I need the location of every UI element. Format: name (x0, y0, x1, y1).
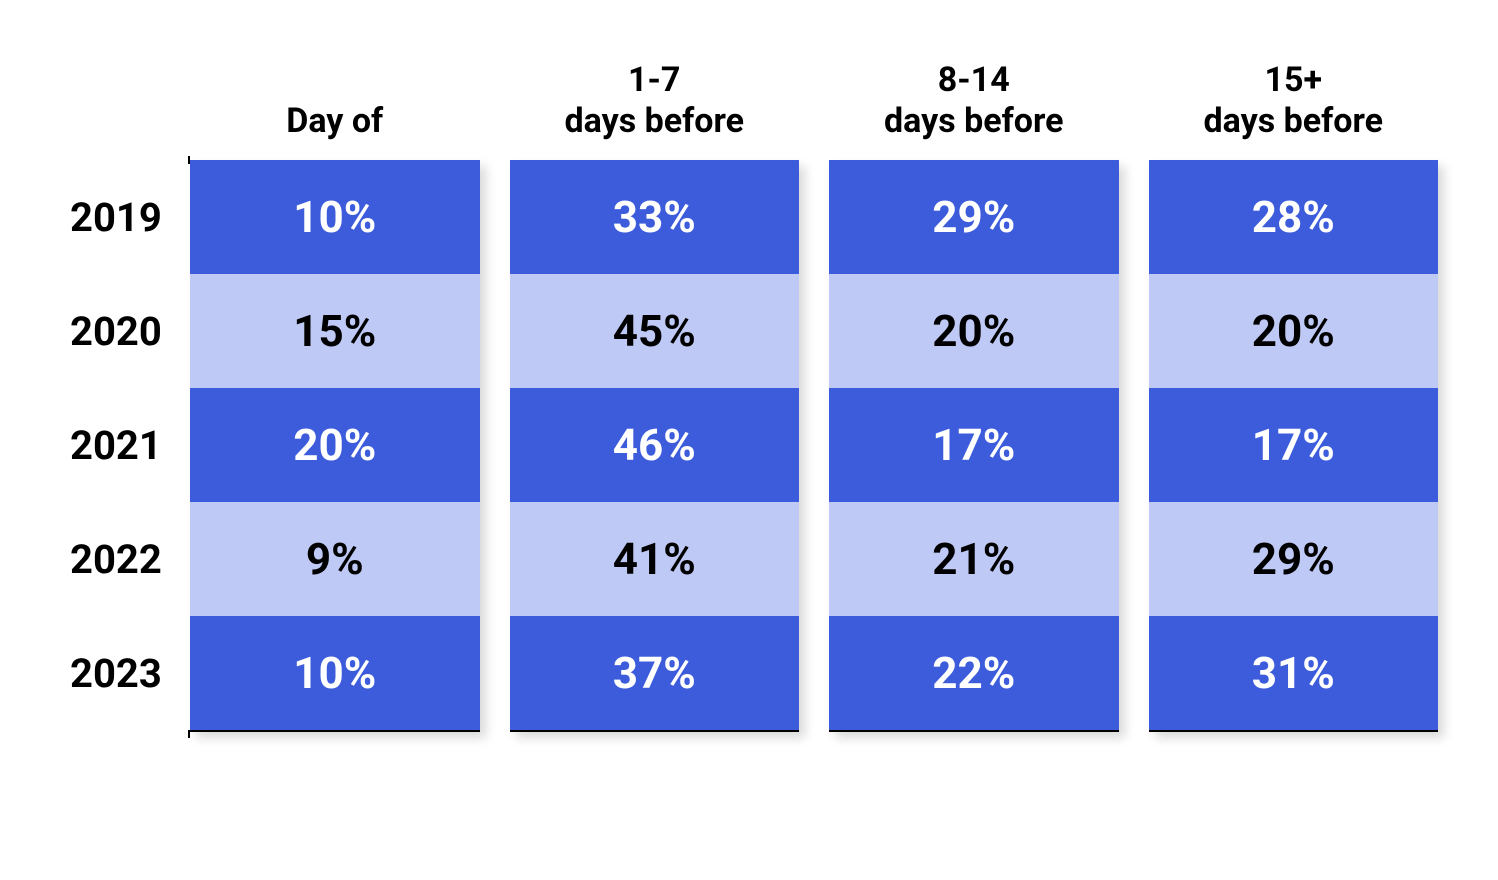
year-label: 2022 (60, 502, 190, 616)
column-header: 1-7 days before (510, 60, 800, 160)
year-labels-column: 2019 2020 2021 2022 2023 (60, 60, 190, 732)
table-cell: 9% (190, 502, 480, 616)
table-cell: 15% (190, 274, 480, 388)
column-body: 28% 20% 17% 29% 31% (1149, 160, 1439, 732)
table-cell: 10% (190, 616, 480, 730)
table-cell: 20% (829, 274, 1119, 388)
axis-line (188, 730, 190, 738)
table-cell: 41% (510, 502, 800, 616)
table-cell: 22% (829, 616, 1119, 730)
column-header: 8-14 days before (829, 60, 1119, 160)
table-cell: 29% (1149, 502, 1439, 616)
table-cell: 29% (829, 160, 1119, 274)
table-cell: 45% (510, 274, 800, 388)
year-label: 2021 (60, 388, 190, 502)
columns-container: Day of 10% 15% 20% 9% 10% 1-7 days befor… (190, 60, 1438, 732)
column-body: 10% 15% 20% 9% 10% (190, 160, 480, 732)
column-header: Day of (190, 60, 480, 160)
table-cell: 46% (510, 388, 800, 502)
year-label: 2020 (60, 274, 190, 388)
table-cell: 33% (510, 160, 800, 274)
table-cell: 17% (829, 388, 1119, 502)
column-body: 33% 45% 46% 41% 37% (510, 160, 800, 732)
table-cell: 31% (1149, 616, 1439, 730)
column-header: 15+ days before (1149, 60, 1439, 160)
column-15-plus-days: 15+ days before 28% 20% 17% 29% 31% (1149, 60, 1439, 732)
column-header-text: Day of (286, 101, 383, 142)
table-cell: 20% (190, 388, 480, 502)
table-cell: 21% (829, 502, 1119, 616)
year-label: 2023 (60, 616, 190, 730)
column-8-14-days: 8-14 days before 29% 20% 17% 21% 22% (829, 60, 1119, 732)
table-cell: 20% (1149, 274, 1439, 388)
column-body: 29% 20% 17% 21% 22% (829, 160, 1119, 732)
table-cell: 10% (190, 160, 480, 274)
column-header-text: 1-7 days before (565, 60, 744, 142)
column-day-of: Day of 10% 15% 20% 9% 10% (190, 60, 480, 732)
column-1-7-days: 1-7 days before 33% 45% 46% 41% 37% (510, 60, 800, 732)
column-header-text: 8-14 days before (884, 60, 1063, 142)
table-cell: 17% (1149, 388, 1439, 502)
table-cell: 28% (1149, 160, 1439, 274)
axis-tick-group (188, 56, 190, 160)
column-header-text: 15+ days before (1204, 60, 1383, 142)
data-table: 2019 2020 2021 2022 2023 Day of 10% 15% … (60, 60, 1438, 732)
year-label: 2019 (60, 160, 190, 274)
table-cell: 37% (510, 616, 800, 730)
